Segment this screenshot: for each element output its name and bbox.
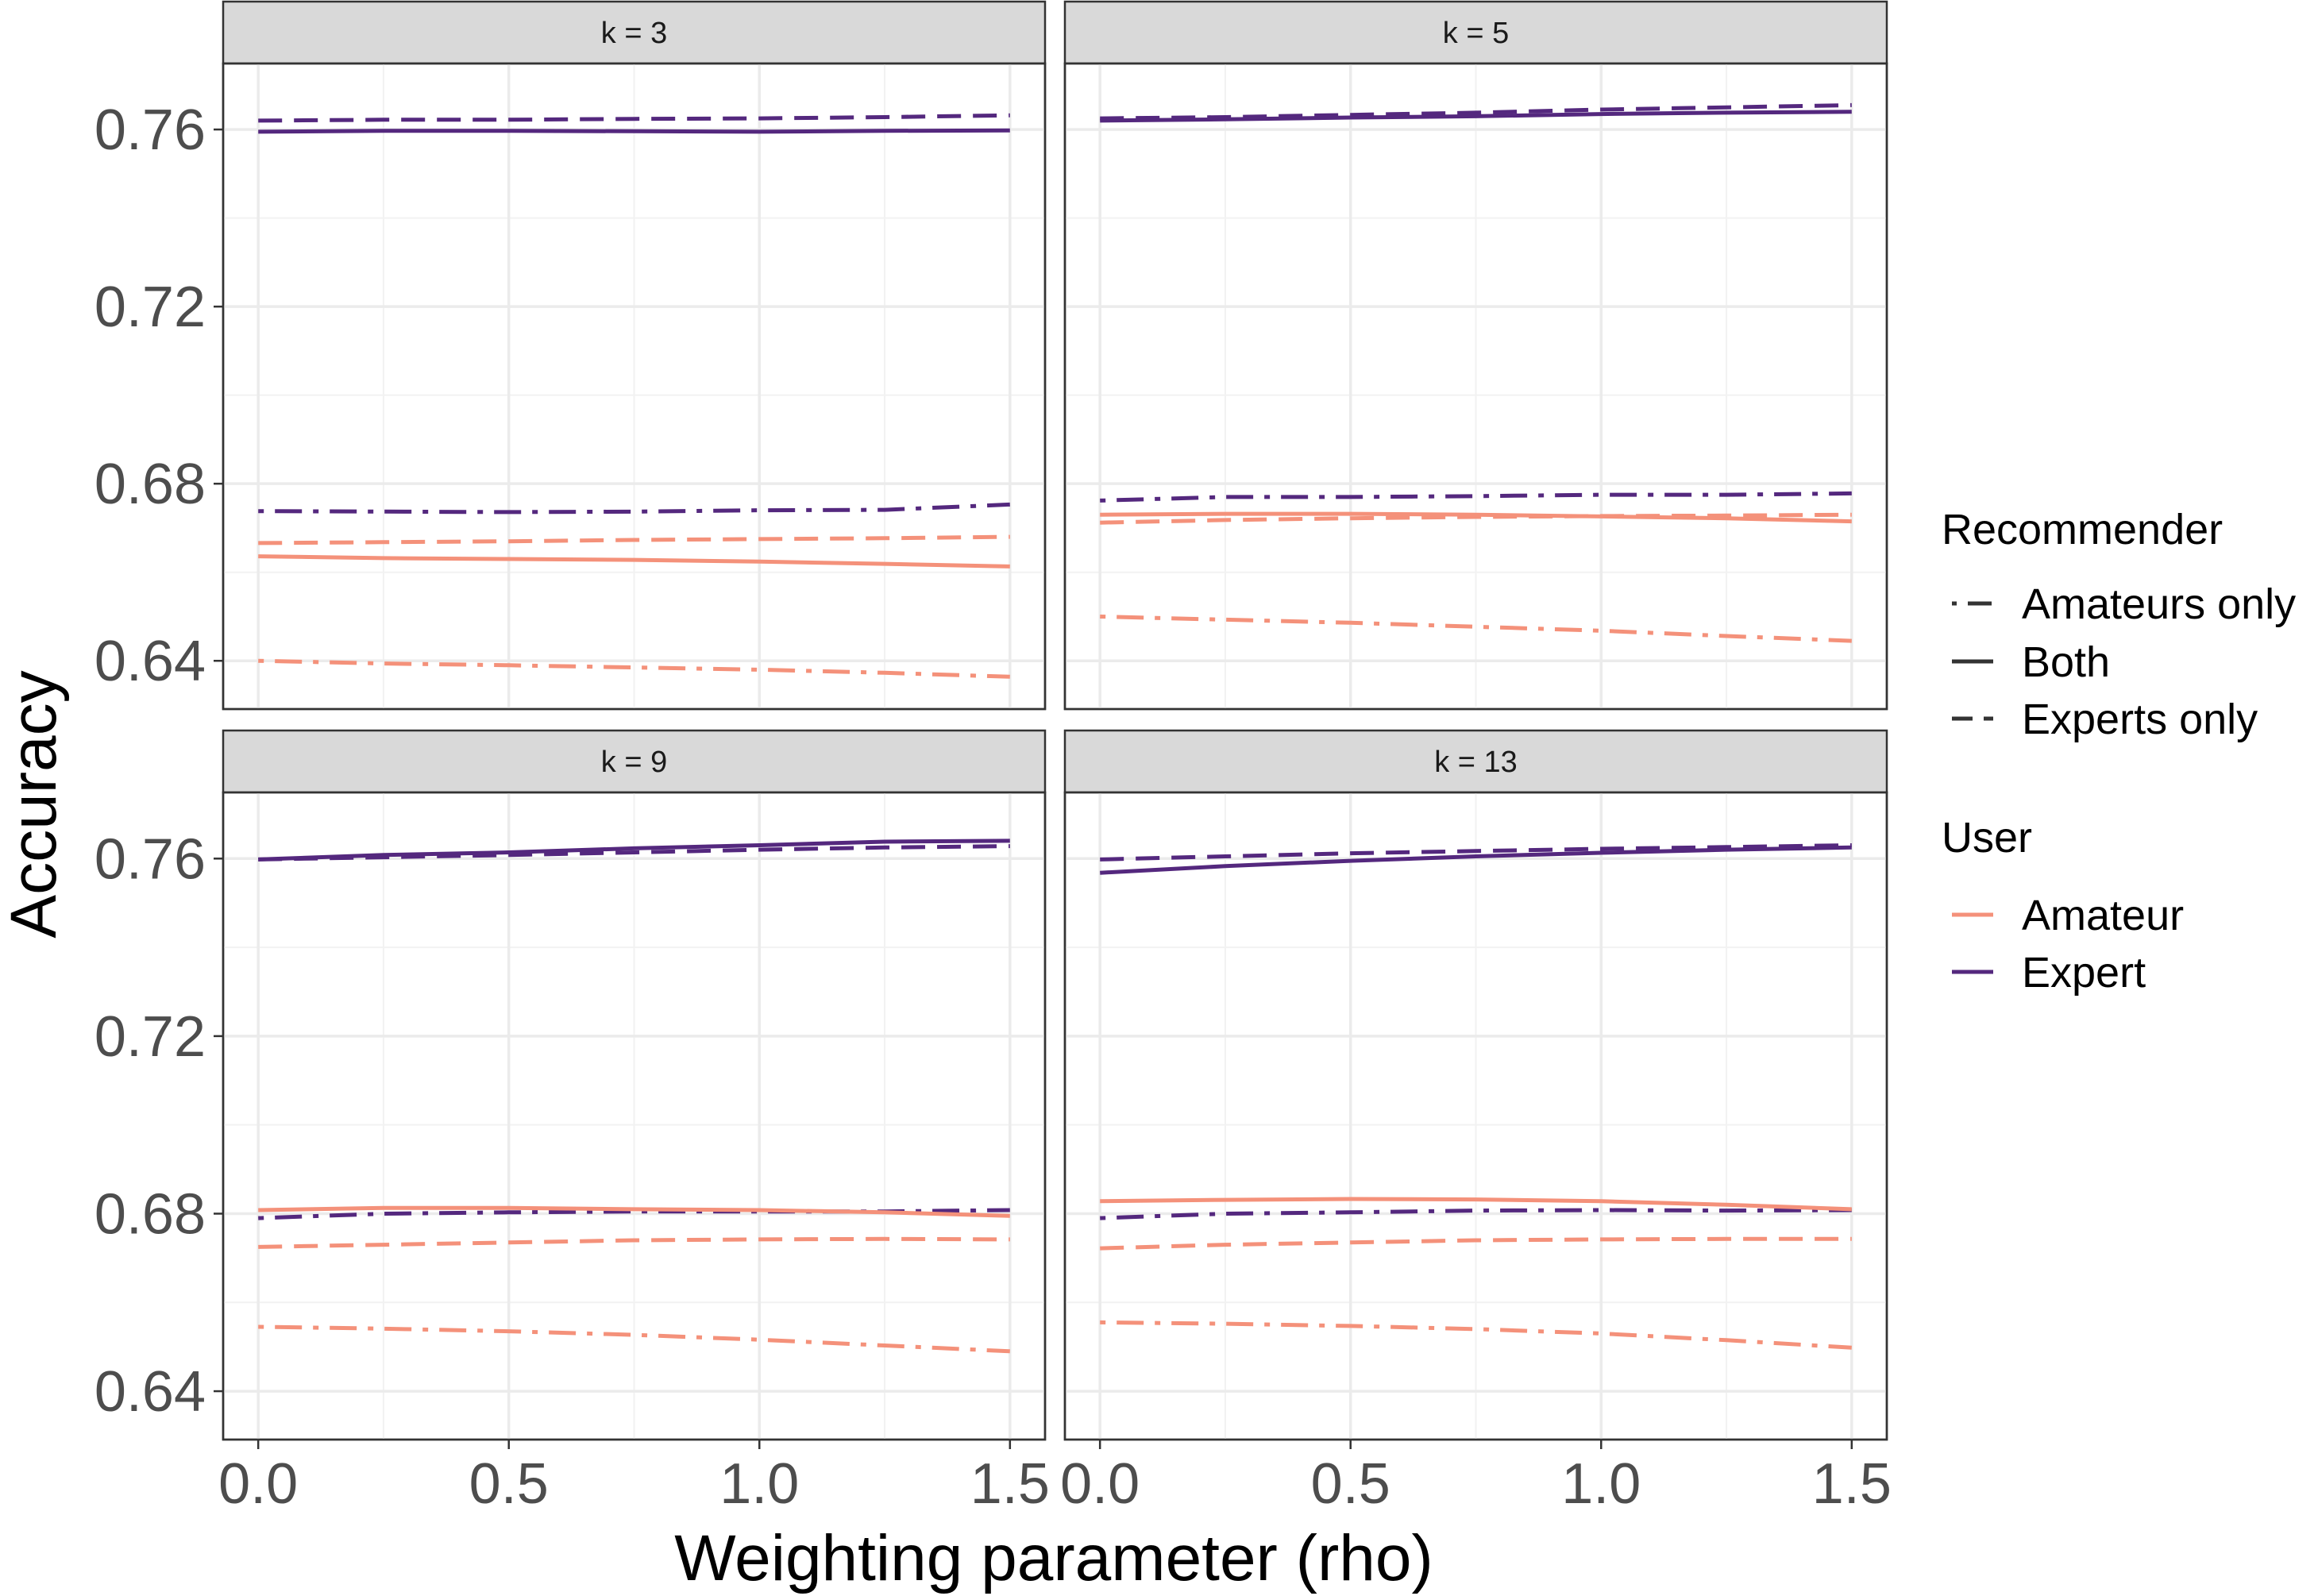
panel-strip-label: k = 3 xyxy=(601,17,667,50)
legend-label: Expert xyxy=(2022,949,2146,997)
panel-strip xyxy=(222,729,1047,794)
series-line-expert-both xyxy=(1100,110,1852,123)
series-line-amateur-experts-only xyxy=(1100,1236,1852,1251)
x-tick-label: 1.5 xyxy=(1812,1452,1892,1516)
series-line-expert-experts-only xyxy=(258,113,1010,123)
panel-strip xyxy=(1063,729,1888,794)
panel-border xyxy=(1063,62,1888,711)
y-tick-label: 0.64 xyxy=(94,1360,206,1424)
panel-strip-label: k = 9 xyxy=(601,746,667,779)
legend-title-user: User xyxy=(1942,814,2032,862)
series-line-amateur-amateurs-only xyxy=(258,1324,1010,1354)
series-line-amateur-amateurs-only xyxy=(1100,1320,1852,1350)
panel-1: k = 3 xyxy=(222,0,1047,711)
series-line-amateur-amateurs-only xyxy=(258,658,1010,679)
panel-3: k = 9 xyxy=(222,729,1047,1441)
series-line-expert-amateurs-only xyxy=(1100,491,1852,503)
y-axis-title: Accuracy xyxy=(0,670,70,938)
legend: Recommender Amateurs only Both Experts only… xyxy=(1942,506,2296,997)
series-line-amateur-amateurs-only xyxy=(1100,615,1852,643)
legend-label: Both xyxy=(2022,638,2110,686)
x-tick-label: 0.0 xyxy=(218,1452,298,1516)
series-line-amateur-both xyxy=(1100,1197,1852,1212)
series-line-amateur-both xyxy=(258,554,1010,569)
panel-border xyxy=(222,791,1047,1441)
panel-border xyxy=(1063,791,1888,1441)
series-line-expert-experts-only xyxy=(1100,843,1852,862)
legend-title-recommender: Recommender xyxy=(1942,506,2223,553)
panel-strip xyxy=(1063,0,1888,65)
x-tick-label: 1.5 xyxy=(970,1452,1050,1516)
y-tick-label: 0.76 xyxy=(94,827,206,891)
series-line-amateur-experts-only xyxy=(258,1236,1010,1249)
y-tick-label: 0.76 xyxy=(94,98,206,162)
y-tick-label: 0.72 xyxy=(94,276,206,339)
series-line-amateur-both xyxy=(258,1205,1010,1218)
x-tick-label: 0.5 xyxy=(1311,1452,1390,1516)
y-tick-label: 0.68 xyxy=(94,453,206,516)
series-line-amateur-experts-only xyxy=(258,534,1010,545)
y-tick-label: 0.68 xyxy=(94,1182,206,1246)
x-tick-label: 1.0 xyxy=(1561,1452,1641,1516)
panel-4: k = 13 xyxy=(1063,729,1888,1441)
panel-border xyxy=(222,62,1047,711)
x-tick-label: 0.0 xyxy=(1060,1452,1140,1516)
legend-label: Amateurs only xyxy=(2022,580,2296,628)
x-axis-title: Weighting parameter (rho) xyxy=(674,1522,1433,1594)
panel-strip-label: k = 13 xyxy=(1434,746,1518,779)
series-line-expert-experts-only xyxy=(1100,102,1852,121)
series-line-expert-amateurs-only xyxy=(1100,1208,1852,1220)
panel-strip-label: k = 5 xyxy=(1443,17,1509,50)
series-line-expert-both xyxy=(258,128,1010,134)
x-axis-ticks: 0.0 0.5 1.0 1.5 0.0 0.5 1.0 1.5 xyxy=(218,1440,1892,1516)
y-tick-label: 0.72 xyxy=(94,1005,206,1069)
legend-label: Experts only xyxy=(2022,696,2258,743)
y-axis-ticks: 0.64 0.68 0.72 0.76 0.64 0.68 0.72 0.76 xyxy=(94,98,223,1424)
panel-2: k = 5 xyxy=(1063,0,1888,711)
x-tick-label: 1.0 xyxy=(719,1452,799,1516)
y-tick-label: 0.64 xyxy=(94,630,206,693)
series-line-expert-both xyxy=(1100,845,1852,875)
series-line-amateur-both xyxy=(1100,511,1852,524)
x-tick-label: 0.5 xyxy=(469,1452,549,1516)
legend-label: Amateur xyxy=(2022,892,2184,939)
series-line-expert-both xyxy=(258,838,1010,862)
series-line-expert-amateurs-only xyxy=(258,502,1010,515)
series-line-amateur-experts-only xyxy=(1100,512,1852,525)
series-line-expert-experts-only xyxy=(258,844,1010,862)
panel-strip xyxy=(222,0,1047,65)
facet-panels: k = 3 k = 5 k = 9 k = 13 xyxy=(222,0,1888,1441)
